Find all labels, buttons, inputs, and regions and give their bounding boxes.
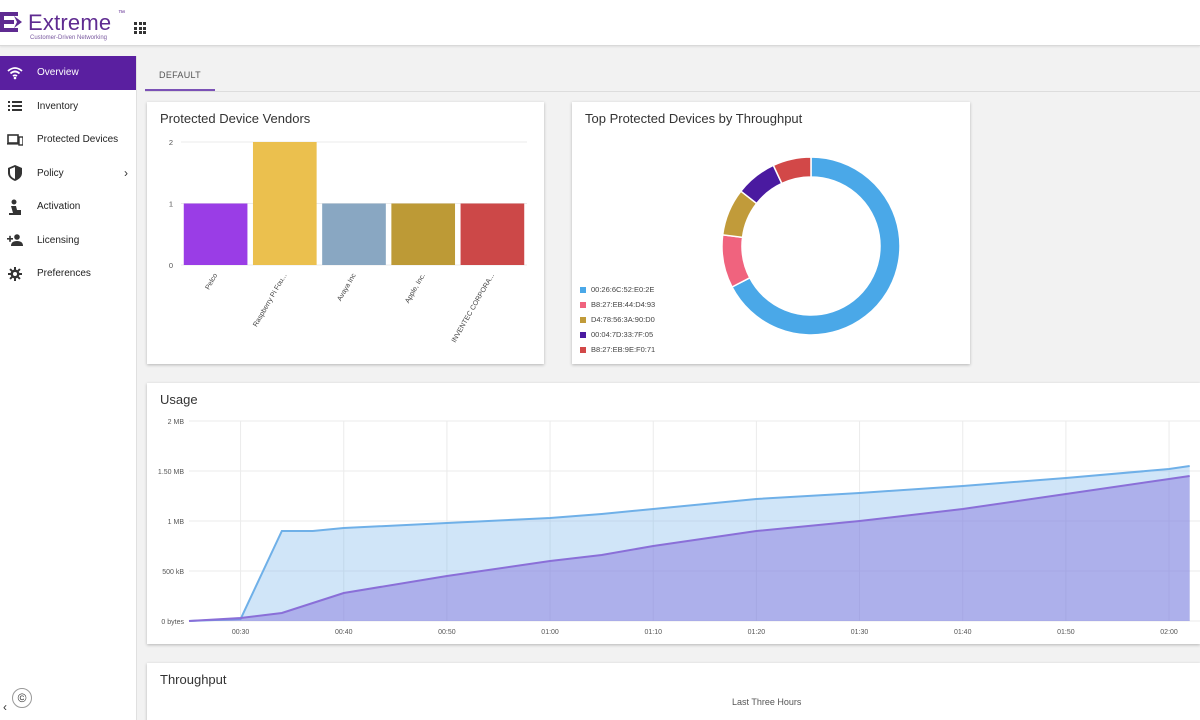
- top-devices-card: Top Protected Devices by Throughput 00:2…: [572, 102, 970, 364]
- x-tick-label: Avaya Inc: [336, 272, 358, 302]
- legend-item[interactable]: 00:26:6C:52:E0:2E: [580, 282, 655, 297]
- brand-trademark: ™: [118, 10, 125, 17]
- sidebar-item-activation[interactable]: Activation: [0, 190, 136, 224]
- x-tick-label: 00:40: [335, 629, 353, 636]
- x-tick-label: 01:20: [748, 629, 766, 636]
- vendors-card-title: Protected Device Vendors: [160, 111, 311, 126]
- usage-card-title: Usage: [160, 392, 198, 407]
- apps-grid-icon[interactable]: [134, 22, 146, 34]
- top-header: Extreme ™ Customer-Driven Networking: [0, 0, 1200, 46]
- sidebar-item-label: Policy: [37, 167, 64, 179]
- throughput-card: Throughput Last Three Hours: [147, 663, 1200, 720]
- donut-slice: [772, 156, 812, 185]
- y-tick-label: 1: [169, 200, 173, 209]
- y-tick-label: 2: [169, 138, 173, 147]
- extreme-logo[interactable]: Extreme ™ Customer-Driven Networking: [0, 8, 130, 44]
- dashboard-tabs: DEFAULT: [145, 60, 1200, 92]
- sidebar-item-licensing[interactable]: Licensing: [0, 224, 136, 258]
- x-tick-label: 01:40: [954, 629, 972, 636]
- usage-card: Usage 0 bytes 500 kB 1 MB 1.50 MB 2 MB 00:30 0…: [147, 383, 1200, 644]
- y-tick-label: 0 bytes: [161, 619, 184, 626]
- x-tick-label: 01:30: [851, 629, 869, 636]
- sidebar-item-protected-devices[interactable]: Protected Devices: [0, 123, 136, 157]
- top-devices-donut-chart: [721, 156, 901, 336]
- legend-swatch: [580, 286, 586, 293]
- legend-item[interactable]: D4:78:56:3A:90:D0: [580, 312, 655, 327]
- gear-icon: [7, 266, 23, 282]
- bar: [252, 142, 317, 265]
- chevron-right-icon: ›: [124, 166, 128, 181]
- y-tick-label: 1 MB: [168, 519, 185, 526]
- legend-label: B8:27:EB:9E:F0:71: [591, 345, 656, 354]
- vendors-bar-chart: 0 1 2 Pelco Raspberry Pi Fou... Avaya Inc Appl…: [169, 138, 527, 344]
- brand-name: Extreme: [28, 10, 112, 35]
- wifi-icon: [7, 65, 23, 81]
- list-icon: [7, 98, 23, 114]
- x-tick-label: 01:50: [1057, 629, 1075, 636]
- throughput-subtitle: Last Three Hours: [732, 697, 802, 707]
- legend-swatch: [580, 316, 586, 323]
- bar: [183, 203, 248, 265]
- sidebar-item-label: Inventory: [37, 100, 79, 112]
- sidebar-item-label: Activation: [37, 201, 81, 213]
- x-tick-label: 00:30: [232, 629, 250, 636]
- sidebar-item-overview[interactable]: Overview: [0, 56, 136, 90]
- y-tick-label: 0: [169, 261, 173, 270]
- person-add-icon: [7, 232, 23, 248]
- shield-icon: [7, 165, 23, 182]
- x-tick-label: 02:00: [1160, 629, 1178, 636]
- legend-label: 00:26:6C:52:E0:2E: [591, 285, 655, 294]
- sidebar: Overview Inventory Protected Devices Pol…: [0, 56, 137, 720]
- legend-item[interactable]: B8:27:EB:9E:F0:71: [580, 342, 655, 357]
- y-tick-label: 1.50 MB: [158, 469, 184, 476]
- x-tick-label: Apple, Inc.: [404, 272, 427, 304]
- vendors-card: Protected Device Vendors 0 1 2 Pelco Raspber…: [147, 102, 544, 364]
- legend-swatch: [580, 346, 586, 353]
- series-area: [189, 466, 1190, 621]
- activation-icon: [7, 199, 23, 215]
- bar: [460, 203, 525, 265]
- brand-tagline: Customer-Driven Networking: [30, 35, 108, 41]
- legend-label: 00:04:7D:33:7F:05: [591, 330, 654, 339]
- sidebar-item-policy[interactable]: Policy ›: [0, 157, 136, 191]
- tab-default[interactable]: DEFAULT: [145, 60, 215, 91]
- legend-swatch: [580, 301, 586, 308]
- legend-item[interactable]: B8:27:EB:44:D4:93: [580, 297, 655, 312]
- x-tick-label: 00:50: [438, 629, 456, 636]
- sidebar-item-label: Overview: [37, 67, 79, 79]
- donut-legend: 00:26:6C:52:E0:2E B8:27:EB:44:D4:93 D4:7…: [580, 282, 655, 357]
- x-tick-label: Pelco: [205, 272, 220, 291]
- legend-item[interactable]: 00:04:7D:33:7F:05: [580, 327, 655, 342]
- sidebar-item-label: Licensing: [37, 234, 80, 246]
- usage-area-chart: 0 bytes 500 kB 1 MB 1.50 MB 2 MB 00:30 00:40 00…: [158, 419, 1200, 636]
- sidebar-item-label: Preferences: [37, 268, 91, 280]
- sidebar-item-inventory[interactable]: Inventory: [0, 90, 136, 124]
- x-tick-label: Raspberry Pi Fou...: [252, 272, 288, 328]
- x-tick-label: INVENTEC CORPORA...: [451, 272, 496, 344]
- bar: [322, 203, 386, 265]
- top-devices-card-title: Top Protected Devices by Throughput: [585, 111, 803, 126]
- sidebar-item-preferences[interactable]: Preferences: [0, 257, 136, 291]
- sidebar-item-label: Protected Devices: [37, 134, 119, 146]
- series-line: [188, 475, 1190, 622]
- donut-slice: [721, 233, 751, 289]
- collapse-sidebar-icon[interactable]: ‹: [3, 700, 7, 714]
- donut-slice: [730, 156, 901, 336]
- legend-label: D4:78:56:3A:90:D0: [591, 315, 655, 324]
- copyright-icon[interactable]: ©: [12, 688, 32, 708]
- x-tick-label: 01:00: [541, 629, 559, 636]
- legend-label: B8:27:EB:44:D4:93: [591, 300, 656, 309]
- legend-swatch: [580, 331, 586, 338]
- y-tick-label: 2 MB: [168, 419, 185, 426]
- series-line: [188, 465, 1190, 622]
- extreme-logo-icon: [0, 12, 22, 32]
- y-tick-label: 500 kB: [162, 569, 184, 576]
- x-tick-label: 01:10: [644, 629, 662, 636]
- bar: [391, 203, 456, 265]
- devices-icon: [7, 132, 23, 148]
- throughput-card-title: Throughput: [160, 672, 227, 687]
